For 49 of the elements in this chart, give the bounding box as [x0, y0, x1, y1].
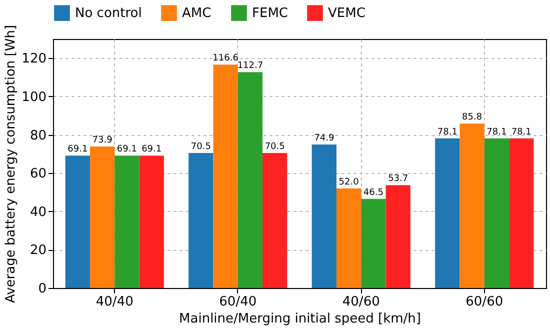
bar — [484, 138, 510, 288]
bar — [262, 152, 288, 288]
text: 69.1 — [116, 144, 137, 155]
text: 78.1 — [486, 127, 507, 138]
legend-label: No control — [75, 6, 142, 22]
text: 52.0 — [338, 177, 359, 188]
text: 69.1 — [68, 144, 88, 155]
bar — [90, 146, 115, 288]
y-tick-label: 120 — [22, 52, 46, 67]
y-tick-label: 20 — [30, 243, 46, 258]
text: 69.1 — [142, 144, 162, 155]
x-axis-title: Mainline/Merging initial speed [km/h] — [179, 312, 421, 326]
bar — [435, 138, 460, 288]
x-tick-label: 40/40 — [96, 294, 134, 310]
text: 112.7 — [237, 61, 264, 72]
bar — [336, 188, 362, 288]
bar — [312, 144, 336, 288]
y-tick-label: 80 — [30, 128, 46, 144]
y-tick-label: 0 — [38, 282, 46, 296]
text: 78.1 — [437, 127, 458, 138]
x-tick-label: 60/40 — [219, 294, 257, 310]
y-axis-title: Average battery energy consumption [Wh] — [4, 24, 19, 304]
bar — [361, 198, 386, 288]
text: 70.5 — [264, 142, 285, 152]
bar — [114, 156, 140, 288]
legend-label: FEMC — [252, 6, 288, 22]
bar — [139, 156, 164, 288]
bar — [188, 152, 214, 288]
bar — [213, 64, 238, 288]
x-tick-label: 40/60 — [342, 294, 380, 310]
bar — [509, 138, 534, 288]
legend-label: VEMC — [328, 6, 366, 22]
bar — [238, 72, 263, 288]
y-tick-label: 40 — [30, 204, 46, 220]
text: 73.9 — [92, 135, 112, 146]
x-tick-label: 60/60 — [466, 294, 504, 310]
text: 46.5 — [363, 188, 384, 198]
y-tick-label: 60 — [30, 166, 46, 182]
bar — [460, 124, 484, 288]
text: 70.5 — [190, 142, 211, 152]
legend-label: AMC — [182, 6, 212, 22]
text: 85.8 — [462, 112, 482, 123]
y-tick-label: 100 — [22, 90, 46, 105]
text: 78.1 — [511, 127, 532, 138]
text: 116.6 — [212, 54, 238, 64]
text: 74.9 — [314, 134, 334, 144]
bar — [65, 156, 90, 288]
text: 53.7 — [388, 174, 408, 184]
bar — [386, 185, 410, 288]
